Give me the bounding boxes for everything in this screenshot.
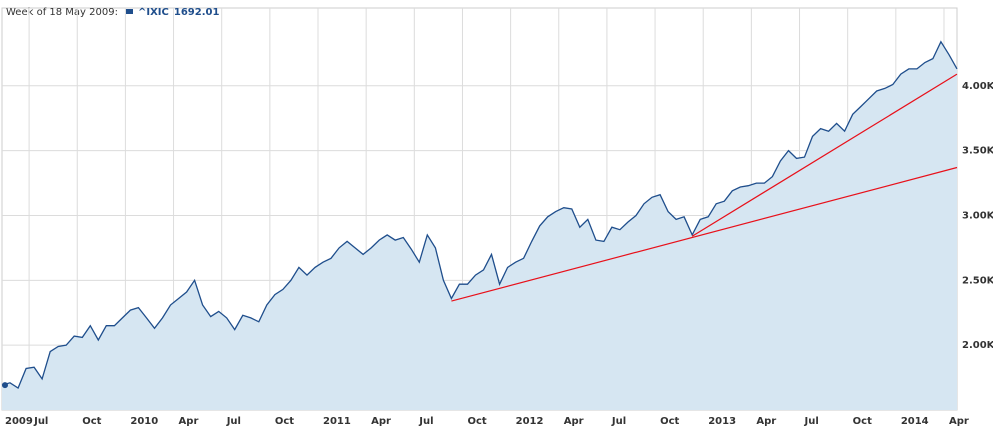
x-tick-label: Jul [33, 416, 48, 427]
x-tick-label: Oct [853, 416, 872, 427]
y-tick-label: 3.50K [962, 146, 993, 157]
header-date: Week of 18 May 2009: [6, 7, 118, 18]
x-tick-label: Apr [564, 416, 584, 427]
x-tick-label: 2013 [708, 416, 736, 427]
x-tick-label: Jul [418, 416, 433, 427]
x-tick-label: Apr [371, 416, 391, 427]
x-tick-label: Jul [804, 416, 819, 427]
x-tick-label: Apr [949, 416, 969, 427]
x-tick-label: Jul [226, 416, 241, 427]
x-tick-label: Apr [179, 416, 199, 427]
x-tick-label: Oct [660, 416, 679, 427]
x-tick-label: Apr [756, 416, 776, 427]
x-tick-label: 2011 [323, 416, 351, 427]
x-tick-label: 2014 [901, 416, 929, 427]
y-tick-label: 2.00K [962, 340, 993, 351]
y-tick-label: 2.50K [962, 275, 993, 286]
x-tick-label: 2012 [516, 416, 544, 427]
x-tick-label: 2010 [130, 416, 158, 427]
y-tick-label: 4.00K [962, 81, 993, 92]
legend-swatch [126, 9, 133, 14]
line [1, 40, 958, 389]
trend-line [451, 166, 958, 302]
area [2, 41, 957, 410]
x-tick-label: Oct [467, 416, 486, 427]
y-tick-label: 3.00K [962, 210, 993, 221]
legend-value: 1692.01 [174, 7, 220, 18]
trend-line [691, 73, 958, 237]
legend-name: ^IXIC [138, 7, 169, 18]
x-tick-label: Oct [82, 416, 101, 427]
highlight-dot [2, 382, 8, 389]
x-tick-label: Oct [275, 416, 294, 427]
x-tick-label: 2009 [5, 416, 33, 427]
x-tick-label: Jul [611, 416, 626, 427]
